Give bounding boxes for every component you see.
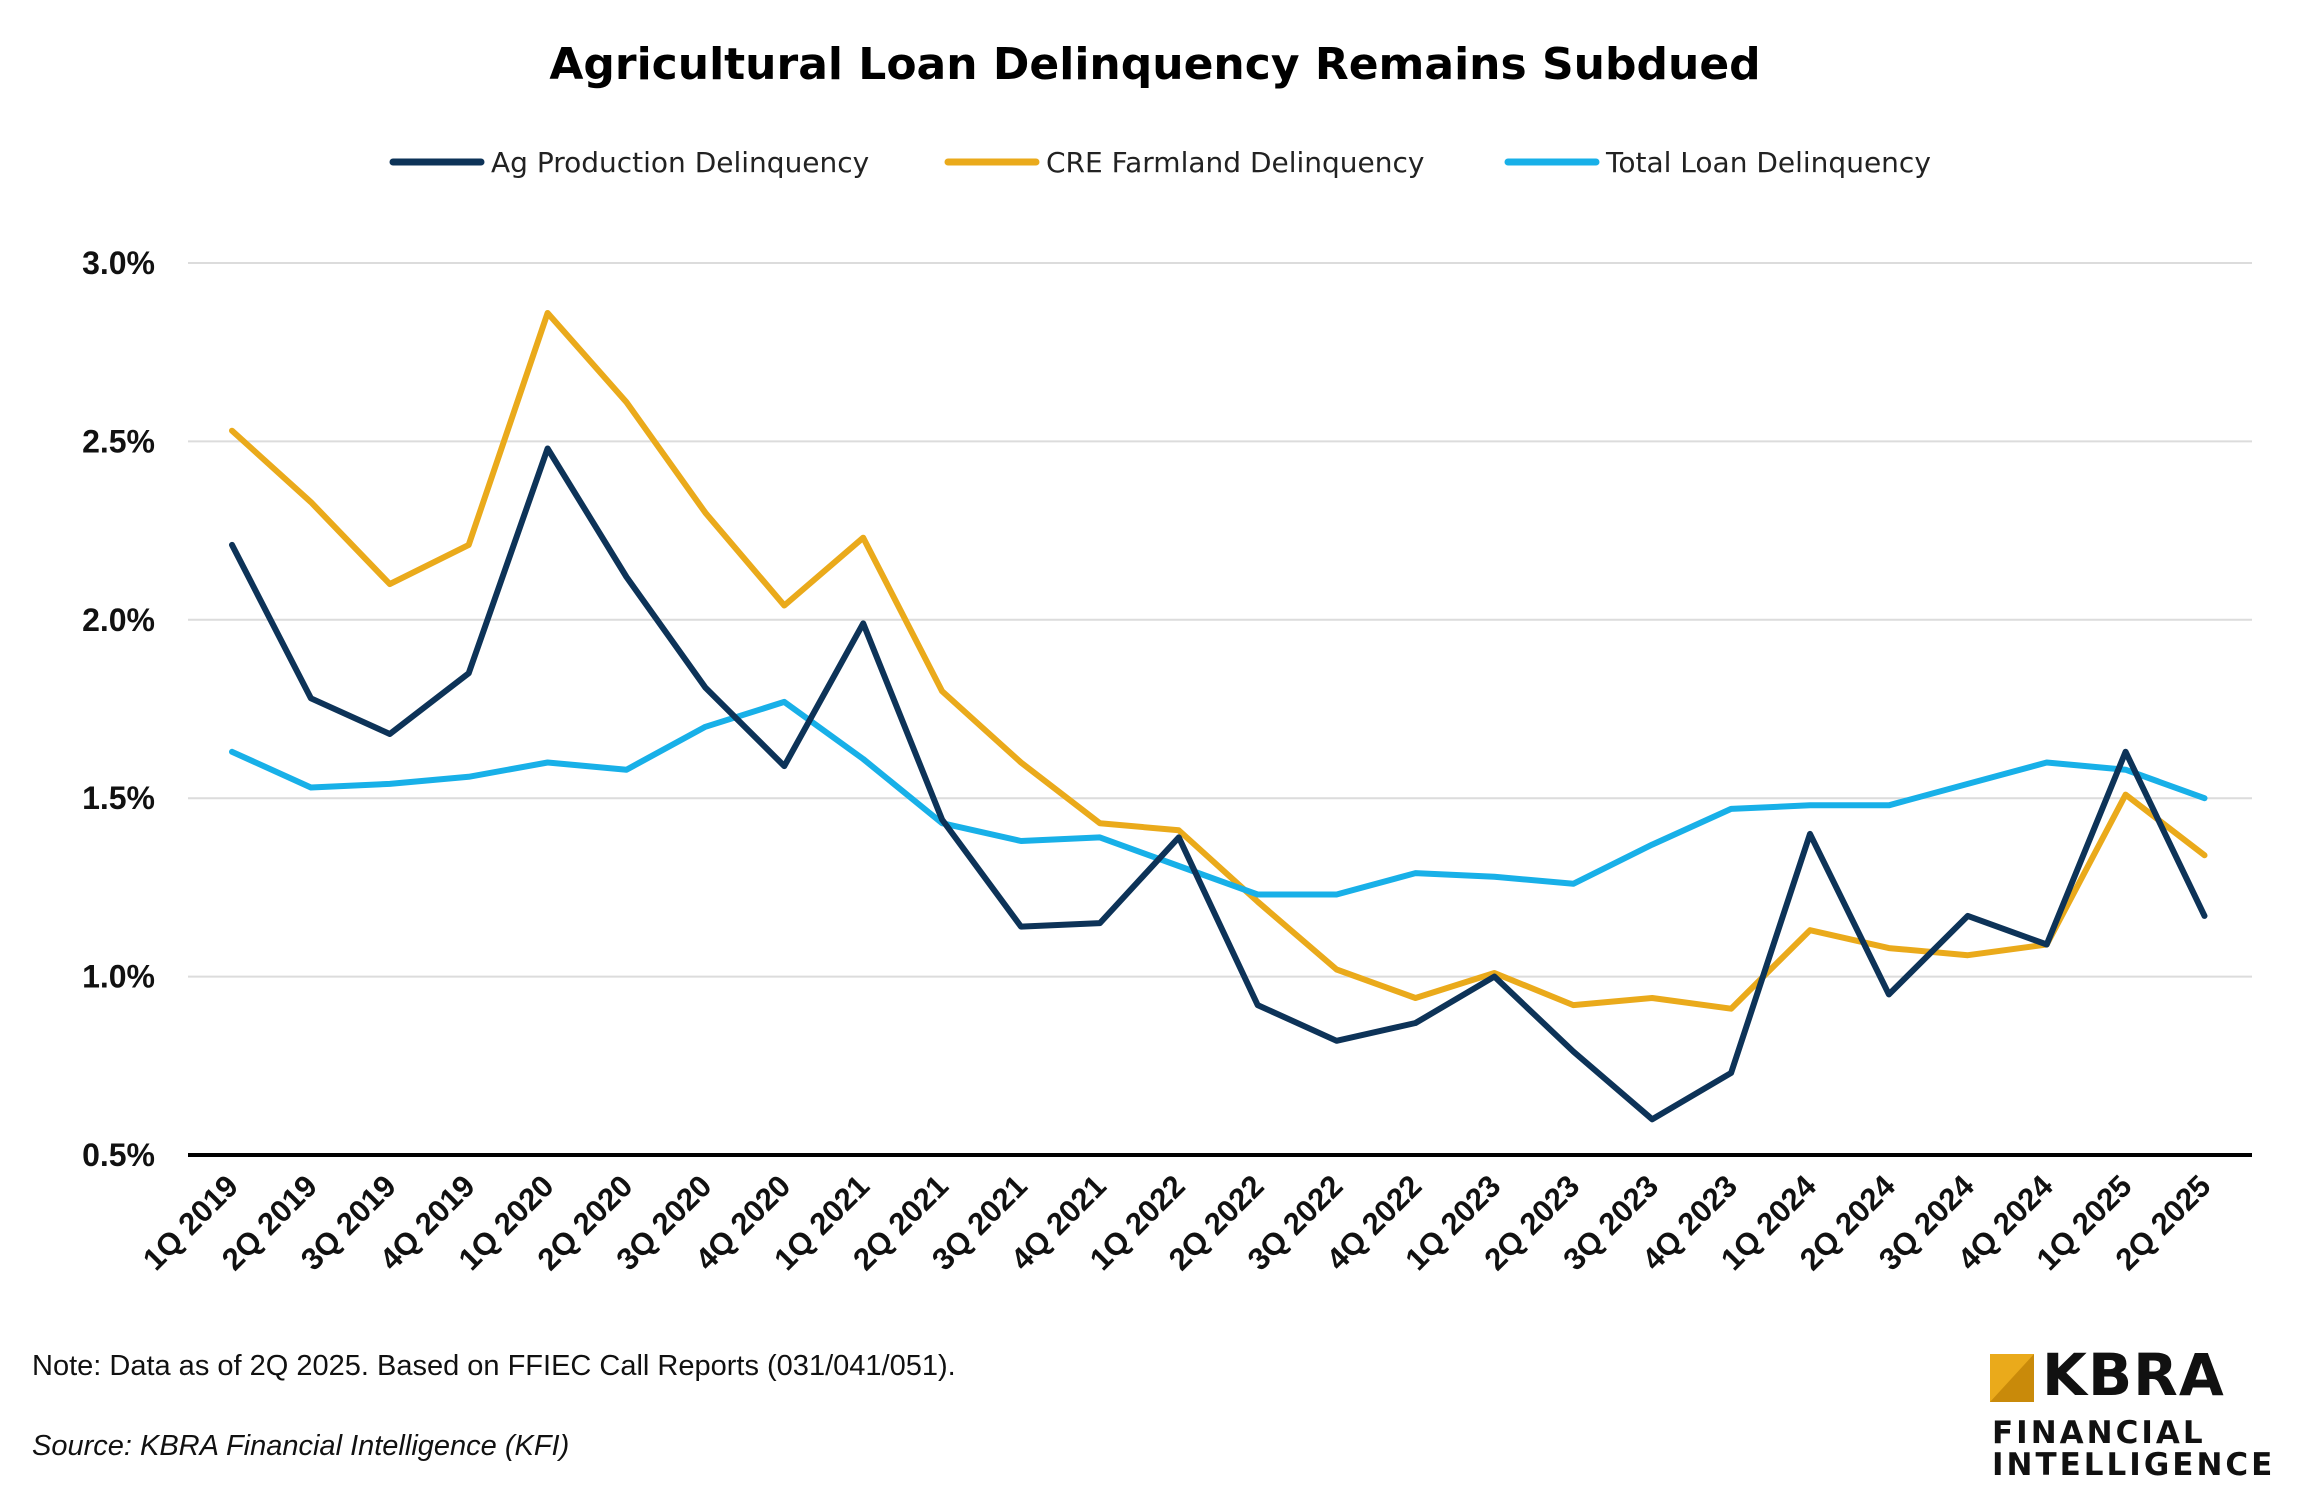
chart-title: Agricultural Loan Delinquency Remains Su…	[549, 39, 1760, 90]
legend: Ag Production Delinquency CRE Farmland De…	[389, 146, 1931, 179]
series-line-ag-production-delinquency	[229, 445, 2208, 1123]
series-line-total-loan-delinquency	[229, 698, 2208, 898]
logo-brand: KBRA	[2042, 1341, 2225, 1409]
y-axis-ticks: 0.5% 1.0% 1.5% 2.0% 2.5% 3.0%	[82, 245, 155, 1173]
legend-label: CRE Farmland Delinquency	[1046, 146, 1425, 179]
y-tick-label: 2.0%	[82, 602, 155, 638]
source-note: Source: KBRA Financial Intelligence (KFI…	[32, 1430, 570, 1462]
y-tick-label: 3.0%	[82, 245, 155, 281]
logo-line-1: FINANCIAL	[1992, 1415, 2206, 1451]
y-tick-label: 2.5%	[82, 423, 155, 459]
legend-label: Total Loan Delinquency	[1605, 146, 1931, 179]
legend-item: Total Loan Delinquency	[1504, 146, 1931, 179]
kbra-mark-icon	[1990, 1354, 2034, 1402]
legend-item: Ag Production Delinquency	[389, 146, 869, 179]
kbra-logo: KBRA FINANCIAL INTELLIGENCE	[1990, 1344, 2290, 1482]
series-line-cre-farmland-delinquency	[229, 310, 2208, 1012]
y-tick-label: 1.5%	[82, 780, 155, 816]
legend-item: CRE Farmland Delinquency	[944, 146, 1425, 179]
footnote: Note: Data as of 2Q 2025. Based on FFIEC…	[32, 1350, 956, 1382]
logo-line-2: INTELLIGENCE	[1992, 1447, 2276, 1483]
series-lines	[229, 310, 2208, 1123]
y-tick-label: 0.5%	[82, 1137, 155, 1173]
legend-label: Ag Production Delinquency	[491, 146, 869, 179]
y-tick-label: 1.0%	[82, 959, 155, 995]
